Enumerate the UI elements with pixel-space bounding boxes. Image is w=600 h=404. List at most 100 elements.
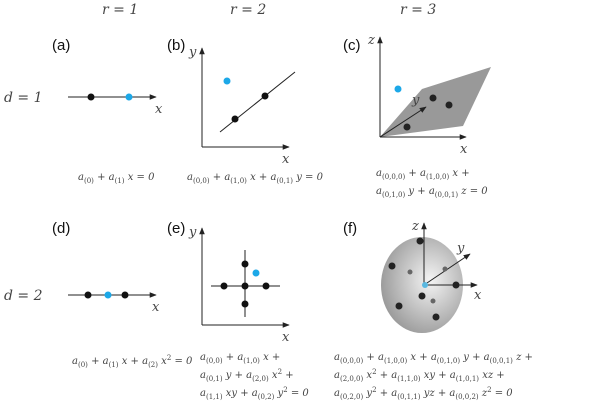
y-axis-label: y [456,241,465,256]
equation-term: a [224,172,230,183]
data-point [121,291,129,299]
equation-term: y = 0 [293,172,324,183]
data-point [231,115,239,123]
equation-term: x + [119,356,143,367]
equation-term: a [334,388,340,399]
equation-subscript: (0,2,0) [340,393,364,401]
equation-subscript: (0) [78,361,88,369]
x-axis-label: x [282,330,290,345]
equation-subscript: (1,0,0) [426,173,450,181]
equation-term: a [103,356,109,367]
equation-term: a [484,352,490,363]
equation-line: a(0,0,0)​ + a(1,0,0)​ x + [376,168,470,181]
y-axis-label: y [188,225,197,240]
data-point [87,93,95,101]
y-axis [379,106,427,138]
equation-term: + [363,352,378,363]
equation-exponent: 2 [372,386,376,394]
equation-term: z + [513,352,533,363]
equation-line: a(0,0)​ + a(1,0)​ x + [200,352,280,365]
data-point [220,282,228,290]
equation-term: a [376,186,382,197]
panel-d: (d) x a(0)​ + a(1)​ x + a(2)​ x2​ = 0 [52,220,193,369]
equation-term: a [72,356,78,367]
equation-subscript: (0,0,2) [455,393,479,401]
equation-term: a [334,370,340,381]
equation-term: a [376,168,382,179]
equation-subscript: (1,1) [206,393,223,401]
equation-subscript: (0,1,1) [397,393,421,401]
data-point [403,123,411,131]
highlight-point [104,291,112,299]
equation-term: + [210,172,225,183]
data-point [445,101,453,109]
header-r2: r = 2 [230,2,266,18]
data-point [429,94,437,102]
equation-term: = 0 [492,388,514,399]
equation-term: z = 0 [458,186,488,197]
x-axis-label: x [474,288,482,303]
equation-term: y + [405,186,429,197]
equation-line: a(0,0,0)​ + a(1,0,0)​ x + a(0,1,0)​ y + … [334,352,533,365]
data-point [452,281,460,289]
equation-exponent: 2 [167,354,171,362]
equation-subscript: (0,1) [276,177,293,185]
equation-line: a(2,0,0)​ x2​ + a(1,1,0)​ xy + a(1,0,1)​… [334,368,505,383]
panel-c: (c) z x y a(0,0,0)​ + a(1,0,0)​ x +a(0,1… [343,33,491,199]
panel-label-b: (b) [167,37,185,54]
equation-term: x + [260,352,280,363]
equation-term: a [429,186,435,197]
equation-term: + [405,168,420,179]
equation-term: a [200,370,206,381]
equation-subscript: (2,0,0) [340,375,364,383]
data-point [241,282,249,290]
equation-term: a [334,352,340,363]
equation-subscript: (1,0,1) [456,375,480,383]
equation-subscript: (0) [84,177,94,185]
equation-term: x + [247,172,271,183]
equation-term: a [391,388,397,399]
highlight-point [223,77,231,85]
y-axis-label: y [188,45,197,60]
equation-term: z [479,388,488,399]
equation-a: a(0)​ + a(1)​ x = 0 [78,172,155,185]
data-point [241,260,249,268]
equation-line: a(0,2,0)​ y2​ + a(0,1,1)​ yz + a(0,0,2)​… [334,386,513,401]
data-point [388,262,396,270]
highlight-point [125,93,133,101]
equation-subscript: (1,0) [243,357,260,365]
equation-term: xz + [479,370,505,381]
data-point [432,313,440,321]
equation-exponent: 2 [283,386,287,394]
equation-term: + [88,356,103,367]
equation-term: a [187,172,193,183]
equation-term: a [246,370,252,381]
equation-subscript: (1,0) [230,177,247,185]
equation-term: = 0 [288,388,310,399]
highlight-point [252,269,260,277]
equation-line: a(1,1)​ xy + a(0,2)​ y2​ = 0 [200,386,309,401]
equation-subscript: (0,0) [206,357,223,365]
y-axis-label: y [411,93,420,108]
equation-subscript: (2) [148,361,158,369]
equation-subscript: (1) [115,177,125,185]
equation-subscript: (1,0,0) [384,357,408,365]
header-d2: d = 2 [4,288,43,304]
equation-term: a [142,356,148,367]
equation-line: a(0,1,0)​ y + a(0,0,1)​ z = 0 [376,186,488,199]
panel-label-a: (a) [52,37,70,54]
equation-line: a(0,1)​ y + a(2,0)​ x2​ + [200,368,294,383]
x-axis-label: x [152,300,160,315]
equation-term: y [274,388,283,399]
equation-subscript: (0,0) [193,177,210,185]
fit-line [219,71,296,133]
equation-subscript: (2,0) [252,375,269,383]
x-axis-label: x [460,142,468,157]
equation-subscript: (1,1,0) [397,375,421,383]
equation-subscript: (0,0,0) [340,357,364,365]
data-point [395,302,403,310]
equation-term: a [420,168,426,179]
equation-term: x + [407,352,431,363]
z-axis-label: z [367,33,375,48]
